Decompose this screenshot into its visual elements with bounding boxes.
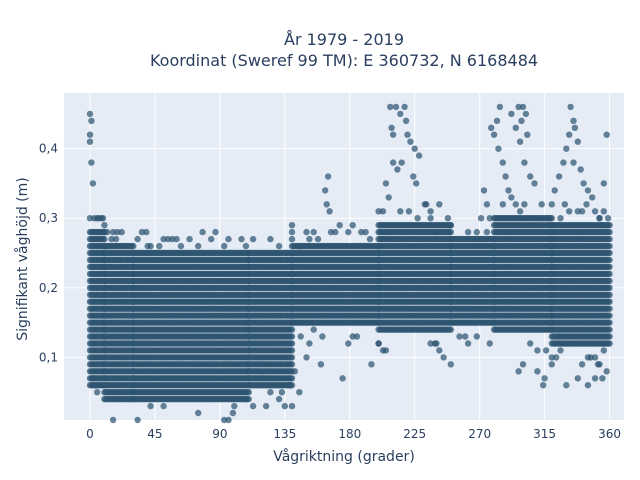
data-point [195, 242, 202, 250]
data-point [379, 208, 387, 215]
data-point [288, 361, 296, 368]
data-point [310, 228, 317, 236]
data-point [225, 416, 232, 424]
data-point [436, 347, 443, 354]
data-point [267, 235, 274, 243]
data-point [160, 402, 167, 410]
data-point [101, 235, 108, 243]
data-point [249, 235, 257, 243]
data-point [447, 228, 454, 236]
data-point [288, 340, 296, 347]
data-point [199, 228, 206, 236]
data-point [405, 208, 413, 215]
data-point [427, 208, 434, 215]
data-point [134, 235, 141, 243]
data-point [288, 402, 296, 410]
data-point [130, 242, 137, 250]
data-point [345, 228, 352, 236]
data-point [288, 354, 296, 361]
data-point [208, 235, 215, 243]
data-point [267, 389, 274, 396]
data-point [195, 409, 202, 417]
data-point [275, 242, 283, 250]
data-point [414, 215, 421, 222]
data-point [288, 222, 296, 229]
chart-title-line-2: Koordinat (Sweref 99 TM): E 360732, N 61… [150, 51, 538, 70]
data-point [186, 235, 193, 243]
data-point [229, 409, 237, 417]
data-point [447, 326, 454, 333]
data-point [310, 326, 317, 333]
data-point [353, 333, 361, 340]
data-point [436, 201, 443, 208]
chart-title-line-1: År 1979 - 2019 [284, 30, 404, 49]
data-point [118, 228, 125, 236]
data-point [444, 215, 452, 222]
data-point [332, 228, 339, 236]
data-point [306, 235, 313, 243]
data-point [366, 235, 374, 243]
data-point [288, 333, 296, 340]
data-point [288, 347, 296, 354]
data-point [297, 333, 304, 340]
data-point [249, 402, 257, 410]
data-point [212, 228, 219, 236]
data-point [275, 395, 283, 403]
data-point [397, 208, 404, 215]
data-point [262, 402, 270, 410]
data-point [238, 235, 245, 243]
data-point [336, 222, 343, 229]
data-point [173, 235, 180, 243]
data-point [147, 402, 154, 410]
data-point [319, 333, 326, 340]
data-point [288, 326, 296, 333]
data-point [345, 340, 352, 347]
scatter-points [86, 103, 613, 424]
data-point [306, 340, 313, 347]
data-point [134, 416, 141, 424]
data-point [242, 242, 250, 250]
data-point [314, 235, 322, 243]
data-point [349, 222, 356, 229]
data-point [245, 389, 252, 396]
data-point [177, 242, 185, 250]
data-point [143, 228, 150, 236]
data-point [225, 235, 232, 243]
data-point [109, 416, 117, 424]
data-point [221, 242, 228, 250]
data-point [288, 375, 296, 382]
data-point [288, 228, 296, 236]
data-point [362, 228, 369, 236]
